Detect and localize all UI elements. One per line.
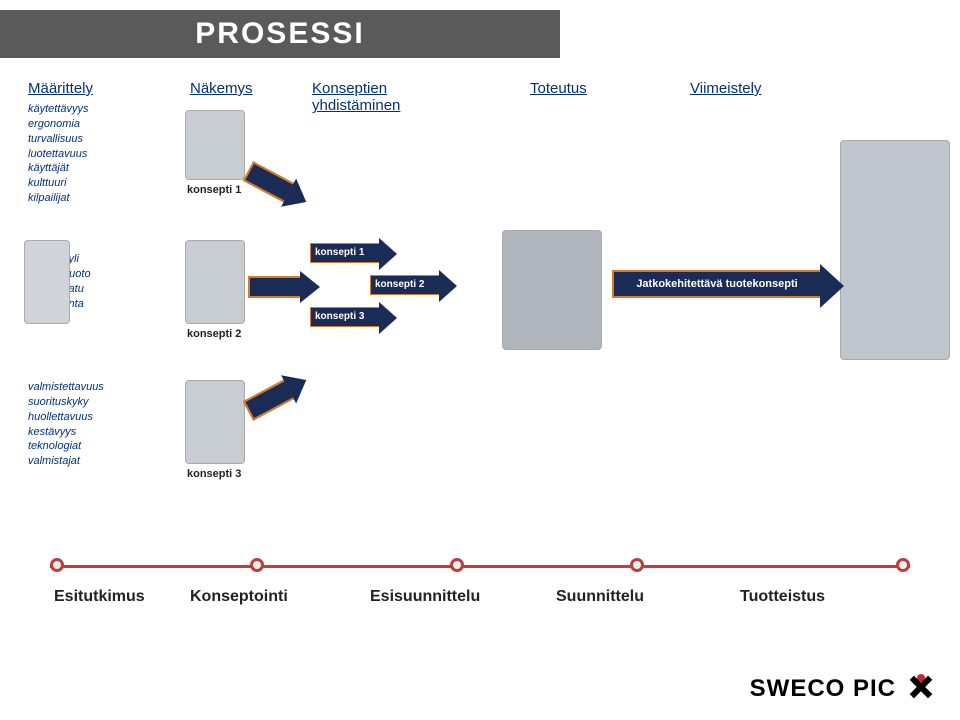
attr-item: turvallisuus bbox=[28, 132, 89, 147]
logo-icon bbox=[906, 674, 936, 704]
arrow-mini-label: konsepti 1 bbox=[315, 247, 364, 258]
timeline-stop bbox=[50, 558, 64, 572]
diagram-canvas: Määrittely Näkemys Konseptien yhdistämin… bbox=[0, 80, 960, 560]
arrow-mini-k1: konsepti 1 bbox=[310, 243, 380, 263]
thumb-style-ref bbox=[24, 240, 70, 324]
stage-header-viimeistely: Viimeistely bbox=[690, 80, 761, 97]
thumb-konsepti1 bbox=[185, 110, 245, 180]
attr-item: käyttäjät bbox=[28, 161, 89, 176]
attr-item: luotettavuus bbox=[28, 147, 89, 162]
attr-item: teknologiat bbox=[28, 439, 104, 454]
timeline-stop bbox=[630, 558, 644, 572]
timeline-label: Esisuunnittelu bbox=[370, 588, 480, 606]
attr-item: ergonomia bbox=[28, 117, 89, 132]
arrow-converge-bot bbox=[243, 379, 296, 421]
arrow-mini-label: konsepti 3 bbox=[315, 311, 364, 322]
attribute-list-manufacture: valmistettavuus suorituskyky huollettavu… bbox=[28, 380, 104, 469]
arrow-mini-k3: konsepti 3 bbox=[310, 307, 380, 327]
attr-item: suorituskyky bbox=[28, 395, 104, 410]
page-title: PROSESSI bbox=[195, 17, 364, 51]
arrow-jatko-label: Jatkokehitettävä tuotekonsepti bbox=[636, 278, 797, 290]
timeline-label: Suunnittelu bbox=[556, 588, 644, 606]
arrow-converge-top bbox=[243, 161, 296, 203]
thumb-label-konsepti3: konsepti 3 bbox=[187, 468, 241, 480]
thumb-label-konsepti1: konsepti 1 bbox=[187, 184, 241, 196]
thumb-konsepti2 bbox=[185, 240, 245, 324]
attr-item: kestävyys bbox=[28, 425, 104, 440]
attribute-list-user: käytettävyys ergonomia turvallisuus luot… bbox=[28, 102, 89, 206]
stage-header-maarittely: Määrittely bbox=[28, 80, 93, 97]
stage-header-toteutus: Toteutus bbox=[530, 80, 587, 97]
timeline-label: Tuotteistus bbox=[740, 588, 825, 606]
arrow-mini-k2: konsepti 2 bbox=[370, 275, 440, 295]
arrow-mini-label: konsepti 2 bbox=[375, 279, 424, 290]
brand-logo: SWECO PIC bbox=[750, 674, 936, 704]
title-bar: PROSESSI bbox=[0, 10, 560, 58]
arrow-converge-mid bbox=[248, 276, 302, 298]
thumb-konsepti3 bbox=[185, 380, 245, 464]
stage-header-nakemys: Näkemys bbox=[190, 80, 253, 97]
logo-text: SWECO PIC bbox=[750, 675, 896, 703]
timeline-line bbox=[50, 565, 910, 568]
attr-item: käytettävyys bbox=[28, 102, 89, 117]
arrow-jatkokehitettava: Jatkokehitettävä tuotekonsepti bbox=[612, 270, 822, 298]
timeline-label: Esitutkimus bbox=[54, 588, 145, 606]
thumb-toteutus bbox=[502, 230, 602, 350]
attr-item: huollettavuus bbox=[28, 410, 104, 425]
timeline-stop bbox=[250, 558, 264, 572]
attr-item: kilpailijat bbox=[28, 191, 89, 206]
timeline-stop bbox=[896, 558, 910, 572]
timeline-label: Konseptointi bbox=[190, 588, 288, 606]
thumb-label-konsepti2: konsepti 2 bbox=[187, 328, 241, 340]
attr-item: valmistajat bbox=[28, 454, 104, 469]
thumb-viimeistely bbox=[840, 140, 950, 360]
attr-item: valmistettavuus bbox=[28, 380, 104, 395]
attr-item: kulttuuri bbox=[28, 176, 89, 191]
stage-header-konseptien: Konseptien yhdistäminen bbox=[312, 80, 422, 114]
timeline-stop bbox=[450, 558, 464, 572]
